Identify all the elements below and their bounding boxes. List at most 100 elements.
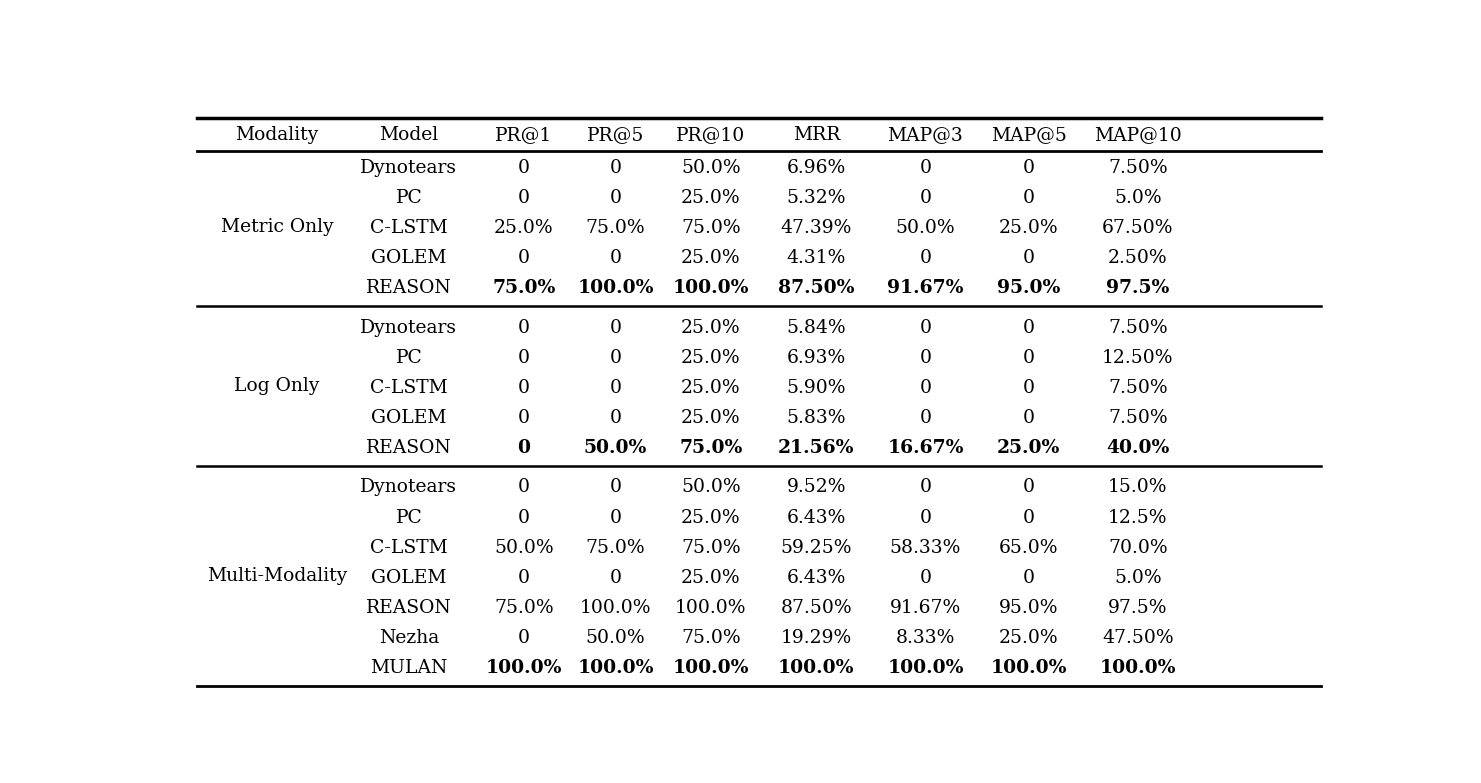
Text: 97.5%: 97.5%: [1108, 599, 1167, 617]
Text: GOLEM: GOLEM: [372, 249, 447, 267]
Text: 59.25%: 59.25%: [780, 539, 852, 557]
Text: 50.0%: 50.0%: [896, 219, 955, 237]
Text: 75.0%: 75.0%: [493, 599, 554, 617]
Text: 5.83%: 5.83%: [786, 409, 846, 427]
Text: 0: 0: [920, 159, 932, 177]
Text: 100.0%: 100.0%: [887, 659, 964, 677]
Text: 8.33%: 8.33%: [896, 629, 955, 647]
Text: Dynotears: Dynotears: [360, 159, 458, 177]
Text: 50.0%: 50.0%: [493, 539, 554, 557]
Text: 12.5%: 12.5%: [1108, 508, 1167, 526]
Text: 0: 0: [920, 379, 932, 397]
Text: PR@10: PR@10: [677, 125, 745, 143]
Text: 100.0%: 100.0%: [579, 599, 652, 617]
Text: 100.0%: 100.0%: [675, 599, 746, 617]
Text: 25.0%: 25.0%: [681, 189, 740, 207]
Text: 0: 0: [518, 189, 530, 207]
Text: 0: 0: [610, 189, 622, 207]
Text: 0: 0: [518, 508, 530, 526]
Text: 25.0%: 25.0%: [681, 409, 740, 427]
Text: 0: 0: [1023, 159, 1035, 177]
Text: 5.84%: 5.84%: [786, 319, 846, 337]
Text: 75.0%: 75.0%: [585, 219, 646, 237]
Text: 0: 0: [1023, 409, 1035, 427]
Text: REASON: REASON: [366, 599, 452, 617]
Text: 5.0%: 5.0%: [1114, 568, 1161, 586]
Text: 0: 0: [1023, 478, 1035, 496]
Text: 0: 0: [518, 568, 530, 586]
Text: 100.0%: 100.0%: [672, 280, 749, 298]
Text: MULAN: MULAN: [370, 659, 447, 677]
Text: 7.50%: 7.50%: [1108, 159, 1167, 177]
Text: 0: 0: [610, 478, 622, 496]
Text: 4.31%: 4.31%: [786, 249, 846, 267]
Text: 0: 0: [610, 379, 622, 397]
Text: 7.50%: 7.50%: [1108, 319, 1167, 337]
Text: 75.0%: 75.0%: [681, 629, 740, 647]
Text: 0: 0: [920, 478, 932, 496]
Text: 0: 0: [1023, 508, 1035, 526]
Text: 25.0%: 25.0%: [493, 219, 554, 237]
Text: 0: 0: [518, 478, 530, 496]
Text: PR@1: PR@1: [495, 125, 552, 143]
Text: PR@5: PR@5: [586, 125, 644, 143]
Text: 100.0%: 100.0%: [778, 659, 855, 677]
Text: 100.0%: 100.0%: [1099, 659, 1176, 677]
Text: C-LSTM: C-LSTM: [370, 379, 447, 397]
Text: 0: 0: [920, 249, 932, 267]
Text: C-LSTM: C-LSTM: [370, 539, 447, 557]
Text: 0: 0: [610, 508, 622, 526]
Text: 100.0%: 100.0%: [578, 280, 653, 298]
Text: PC: PC: [395, 189, 422, 207]
Text: 65.0%: 65.0%: [1000, 539, 1059, 557]
Text: Metric Only: Metric Only: [221, 218, 333, 236]
Text: 6.96%: 6.96%: [786, 159, 846, 177]
Text: 95.0%: 95.0%: [1000, 599, 1059, 617]
Text: 25.0%: 25.0%: [998, 219, 1059, 237]
Text: GOLEM: GOLEM: [372, 409, 447, 427]
Text: REASON: REASON: [366, 439, 452, 457]
Text: GOLEM: GOLEM: [372, 568, 447, 586]
Text: 0: 0: [1023, 348, 1035, 366]
Text: 70.0%: 70.0%: [1108, 539, 1167, 557]
Text: C-LSTM: C-LSTM: [370, 219, 447, 237]
Text: Nezha: Nezha: [379, 629, 438, 647]
Text: 100.0%: 100.0%: [672, 659, 749, 677]
Text: 19.29%: 19.29%: [780, 629, 852, 647]
Text: 0: 0: [1023, 249, 1035, 267]
Text: MRR: MRR: [792, 125, 840, 143]
Text: 5.0%: 5.0%: [1114, 189, 1161, 207]
Text: 0: 0: [610, 159, 622, 177]
Text: 0: 0: [920, 409, 932, 427]
Text: 25.0%: 25.0%: [681, 348, 740, 366]
Text: 6.43%: 6.43%: [786, 508, 846, 526]
Text: 0: 0: [518, 319, 530, 337]
Text: 67.50%: 67.50%: [1102, 219, 1173, 237]
Text: 6.93%: 6.93%: [786, 348, 846, 366]
Text: 25.0%: 25.0%: [997, 439, 1060, 457]
Text: 0: 0: [610, 319, 622, 337]
Text: 75.0%: 75.0%: [681, 539, 740, 557]
Text: 2.50%: 2.50%: [1108, 249, 1167, 267]
Text: 21.56%: 21.56%: [778, 439, 855, 457]
Text: 0: 0: [517, 439, 530, 457]
Text: 16.67%: 16.67%: [887, 439, 964, 457]
Text: 0: 0: [1023, 189, 1035, 207]
Text: 100.0%: 100.0%: [578, 659, 653, 677]
Text: 25.0%: 25.0%: [998, 629, 1059, 647]
Text: 95.0%: 95.0%: [997, 280, 1060, 298]
Text: 97.5%: 97.5%: [1106, 280, 1170, 298]
Text: 40.0%: 40.0%: [1106, 439, 1170, 457]
Text: 0: 0: [1023, 319, 1035, 337]
Text: 0: 0: [920, 319, 932, 337]
Text: 5.32%: 5.32%: [786, 189, 846, 207]
Text: MAP@10: MAP@10: [1094, 125, 1182, 143]
Text: 15.0%: 15.0%: [1108, 478, 1167, 496]
Text: 50.0%: 50.0%: [584, 439, 647, 457]
Text: 0: 0: [920, 348, 932, 366]
Text: Modality: Modality: [235, 125, 318, 143]
Text: 75.0%: 75.0%: [680, 439, 742, 457]
Text: 25.0%: 25.0%: [681, 568, 740, 586]
Text: 0: 0: [1023, 379, 1035, 397]
Text: 100.0%: 100.0%: [486, 659, 561, 677]
